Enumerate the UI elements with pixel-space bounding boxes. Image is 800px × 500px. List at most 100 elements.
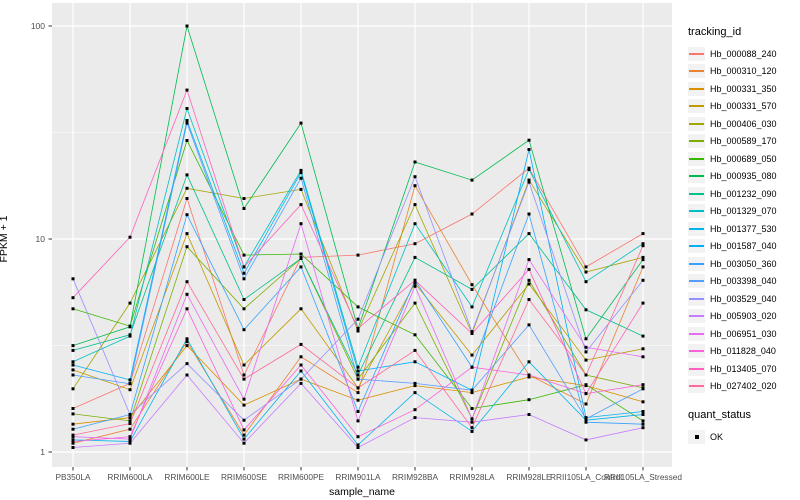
series-color-line-icon (689, 87, 704, 90)
data-point-marker (128, 382, 132, 386)
data-point-marker (356, 329, 360, 333)
data-point-marker (356, 365, 360, 369)
data-point-marker (413, 381, 417, 385)
data-point-marker (470, 429, 474, 433)
series-color-line-icon (689, 175, 704, 178)
data-point-marker (584, 420, 588, 424)
quant-legend-item-label: OK (710, 431, 724, 442)
data-point-marker (641, 422, 645, 426)
legend-item-Hb_011828_040: Hb_011828_040 (688, 343, 800, 361)
legend-key-line-icon (688, 151, 705, 166)
data-point-marker (470, 391, 474, 395)
data-point-marker (641, 419, 645, 423)
x-tick-label: RRIM928BA (392, 472, 439, 482)
legend-item-Hb_000406_030: Hb_000406_030 (688, 115, 800, 133)
data-point-marker (71, 363, 75, 367)
data-point-marker (641, 242, 645, 246)
data-point-marker (470, 407, 474, 410)
data-point-marker (413, 391, 417, 395)
data-point-marker (71, 435, 75, 439)
data-point-marker (299, 381, 303, 385)
legend-key-line-icon (688, 204, 705, 219)
data-point-marker (641, 232, 645, 236)
legend-items: Hb_000088_240 Hb_000310_120 Hb_000331_350 H… (688, 45, 800, 395)
data-point-marker (527, 375, 531, 379)
data-point-marker (641, 255, 645, 259)
data-point-marker (527, 148, 531, 151)
x-tick-label: RRIM600SE (221, 472, 268, 482)
data-point-marker (128, 413, 132, 416)
data-point-marker (641, 244, 645, 248)
series-color-line-icon (689, 192, 704, 195)
data-point-marker (356, 386, 360, 390)
x-tick-label: RRIM600LA (107, 472, 153, 482)
legend-item-Hb_006951_030: Hb_006951_030 (688, 325, 800, 343)
series-color-line-icon (689, 385, 704, 388)
data-point-marker (242, 298, 246, 301)
legend-key-line-icon (688, 64, 705, 79)
legend-item-label: Hb_001377_530 (710, 223, 777, 234)
legend-item-label: Hb_003529_040 (710, 293, 777, 304)
legend-item-Hb_000310_120: Hb_000310_120 (688, 63, 800, 81)
data-point-marker (641, 265, 645, 269)
series-color-line-icon (689, 280, 704, 283)
x-tick-label: RRIM600PE (278, 472, 325, 482)
data-point-marker (185, 373, 189, 377)
legend-key-line-icon (688, 99, 705, 114)
data-point-marker (356, 305, 360, 309)
series-color-line-icon (689, 297, 704, 300)
data-point-marker (584, 337, 588, 341)
legend-item-label: Hb_013405_070 (710, 363, 777, 374)
data-point-marker (185, 245, 189, 249)
data-point-marker (185, 197, 189, 200)
data-point-marker (71, 387, 75, 391)
data-point-marker (128, 437, 132, 441)
data-point-marker (641, 387, 645, 391)
data-point-marker (356, 435, 360, 439)
data-point-marker (356, 369, 360, 373)
legend-item-label: Hb_027402_020 (710, 381, 777, 392)
data-point-marker (299, 307, 303, 311)
legend: tracking_id Hb_000088_240 Hb_000310_120 Hb… (688, 26, 800, 446)
data-point-marker (641, 347, 645, 351)
data-point-marker (470, 330, 474, 334)
legend-title-quant-status: quant_status (688, 409, 751, 421)
series-color-line-icon (689, 315, 704, 318)
data-point-marker (413, 222, 417, 226)
legend-item-Hb_000088_240: Hb_000088_240 (688, 45, 800, 63)
data-point-marker (242, 397, 246, 401)
data-point-marker (413, 278, 417, 282)
data-point-marker (71, 277, 75, 281)
data-point-marker (584, 402, 588, 406)
data-point-marker (413, 333, 417, 337)
data-point-marker (584, 308, 588, 312)
data-point-marker (71, 433, 75, 437)
data-point-marker (356, 253, 360, 257)
data-point-marker (242, 207, 246, 210)
data-point-marker (527, 178, 531, 182)
data-point-marker (356, 317, 360, 321)
data-point-marker (299, 222, 303, 226)
data-point-marker (527, 323, 531, 327)
data-point-marker (641, 278, 645, 282)
data-point-marker (527, 373, 531, 377)
data-point-marker (527, 232, 531, 236)
data-point-marker (242, 441, 246, 445)
data-point-marker (527, 258, 531, 262)
data-point-marker (356, 327, 360, 330)
legend-item-label: Hb_003050_360 (710, 258, 777, 269)
data-point-marker (128, 235, 132, 239)
data-point-marker (185, 121, 189, 125)
series-color-line-icon (689, 262, 704, 265)
data-point-marker (641, 413, 645, 416)
data-point-marker (584, 280, 588, 284)
data-point-marker (128, 334, 132, 338)
data-point-marker (641, 355, 645, 359)
data-point-marker (128, 325, 132, 329)
data-point-marker (413, 203, 417, 207)
series-color-line-icon (689, 245, 704, 248)
black-square-marker-icon (694, 434, 699, 439)
legend-item-Hb_001377_530: Hb_001377_530 (688, 220, 800, 238)
data-point-marker (413, 301, 417, 305)
data-point-marker (641, 426, 645, 430)
